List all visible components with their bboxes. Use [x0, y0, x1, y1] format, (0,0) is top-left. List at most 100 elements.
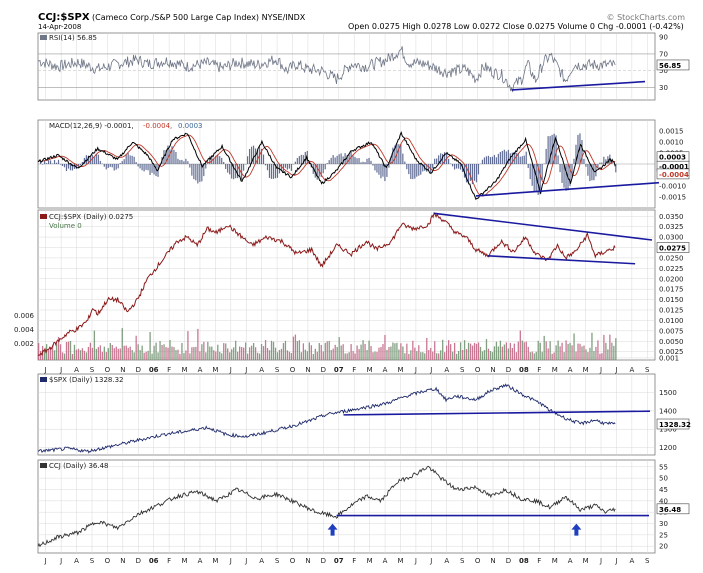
- volume-bar: [466, 349, 467, 360]
- macd-hist-bar: [46, 163, 47, 164]
- ccj-legend-swatch: [40, 463, 47, 468]
- volume-bar: [140, 350, 141, 360]
- volume-bar: [352, 351, 353, 360]
- volume-bar: [482, 351, 483, 360]
- ratio-x-tick: M: [212, 366, 218, 374]
- macd-hist-bar: [94, 157, 95, 164]
- volume-bar: [257, 353, 258, 360]
- volume-bar: [207, 342, 208, 360]
- volume-bar: [149, 332, 150, 360]
- volume-bar: [337, 347, 338, 360]
- volume-bar: [265, 340, 266, 360]
- macd-hist-bar: [372, 164, 373, 166]
- volume-bar: [323, 351, 324, 360]
- volume-bar: [62, 352, 63, 360]
- macd-hist-bar: [291, 164, 292, 171]
- macd-hist-bar: [181, 160, 182, 164]
- volume-bar: [120, 348, 121, 360]
- volume-bar: [241, 347, 242, 360]
- volume-bar: [607, 349, 608, 360]
- macd-hist-bar: [249, 149, 250, 164]
- volume-bar: [193, 347, 194, 360]
- macd-hist-bar: [183, 161, 184, 164]
- macd-hist-bar: [492, 157, 493, 164]
- volume-bar: [229, 352, 230, 360]
- volume-bar: [68, 342, 69, 360]
- ratio-x-tick: J: [229, 366, 232, 374]
- volume-bar: [559, 346, 560, 360]
- volume-bar: [571, 345, 572, 360]
- macd-hist-bar: [48, 160, 49, 164]
- volume-bar: [448, 340, 449, 360]
- ratio-x-tick: N: [490, 366, 495, 374]
- volume-bar: [219, 352, 220, 360]
- volume-bar: [400, 343, 401, 360]
- macd-hist-bar: [301, 155, 302, 164]
- volume-bar: [402, 346, 403, 360]
- macd-hist-bar: [565, 164, 566, 191]
- volume-bar: [472, 346, 473, 360]
- macd-hist-bar: [364, 162, 365, 164]
- volume-bar: [301, 352, 302, 360]
- rsi-y-tick: 90: [659, 34, 668, 42]
- volume-bar: [492, 352, 493, 360]
- volume-y-tick: 0.002: [14, 340, 34, 348]
- macd-hist-bar: [118, 164, 119, 168]
- volume-bar: [426, 338, 427, 360]
- macd-hist-bar: [402, 154, 403, 164]
- volume-bar: [502, 347, 503, 360]
- volume-bar: [530, 352, 531, 360]
- rsi-frame: [38, 33, 655, 100]
- volume-bar: [438, 353, 439, 360]
- stockcharts-logo: © StockCharts.com: [607, 13, 686, 22]
- macd-hist-bar: [458, 164, 459, 169]
- macd-legend-signal: -0.0004,: [143, 122, 172, 130]
- macd-hist-bar: [132, 156, 133, 164]
- volume-bar: [313, 354, 314, 360]
- volume-bar: [209, 347, 210, 360]
- ratio-y-tick: 0.0300: [659, 234, 684, 242]
- volume-bar: [215, 352, 216, 360]
- ratio-y-tick: 0.0350: [659, 213, 684, 221]
- macd-hist-bar: [329, 160, 330, 164]
- volume-bar: [587, 352, 588, 360]
- macd-y-tick: 0.0010: [659, 139, 684, 147]
- volume-bar: [370, 346, 371, 360]
- macd-hist-bar: [225, 164, 226, 169]
- volume-bar: [504, 345, 505, 360]
- macd-hist-bar: [263, 155, 264, 164]
- macd-hist-bar: [380, 164, 381, 178]
- volume-bar: [615, 338, 616, 360]
- volume-bar: [335, 345, 336, 360]
- ccj-x-tick: S: [90, 557, 95, 565]
- volume-bar: [468, 343, 469, 360]
- volume-bar: [130, 347, 131, 360]
- ratio-y-tick: 0.0225: [659, 265, 684, 273]
- volume-bar: [480, 347, 481, 360]
- macd-hist-bar: [231, 164, 232, 179]
- rsi-legend-text: RSI(14) 56.85: [49, 34, 97, 42]
- volume-legend-text: Volume 0: [49, 222, 82, 230]
- volume-bar: [420, 352, 421, 360]
- volume-bar: [430, 348, 431, 360]
- macd-hist-bar: [323, 164, 324, 173]
- volume-bar: [253, 343, 254, 360]
- volume-bar: [187, 331, 188, 360]
- macd-hist-bar: [177, 159, 178, 164]
- volume-bar: [126, 346, 127, 360]
- macd-hist-bar: [305, 152, 306, 164]
- volume-bar: [386, 350, 387, 360]
- volume-bar: [225, 343, 226, 360]
- ccj-x-tick: 08: [519, 557, 529, 565]
- volume-bar: [261, 344, 262, 360]
- volume-bar: [151, 354, 152, 360]
- volume-bar: [597, 340, 598, 360]
- volume-bar: [514, 344, 515, 360]
- macd-hist-bar: [134, 157, 135, 164]
- volume-bar: [325, 343, 326, 360]
- ccj-x-tick: M: [367, 557, 373, 565]
- volume-bar: [396, 343, 397, 360]
- ccj-frame: [38, 460, 655, 553]
- ratio-x-tick: 07: [334, 366, 344, 374]
